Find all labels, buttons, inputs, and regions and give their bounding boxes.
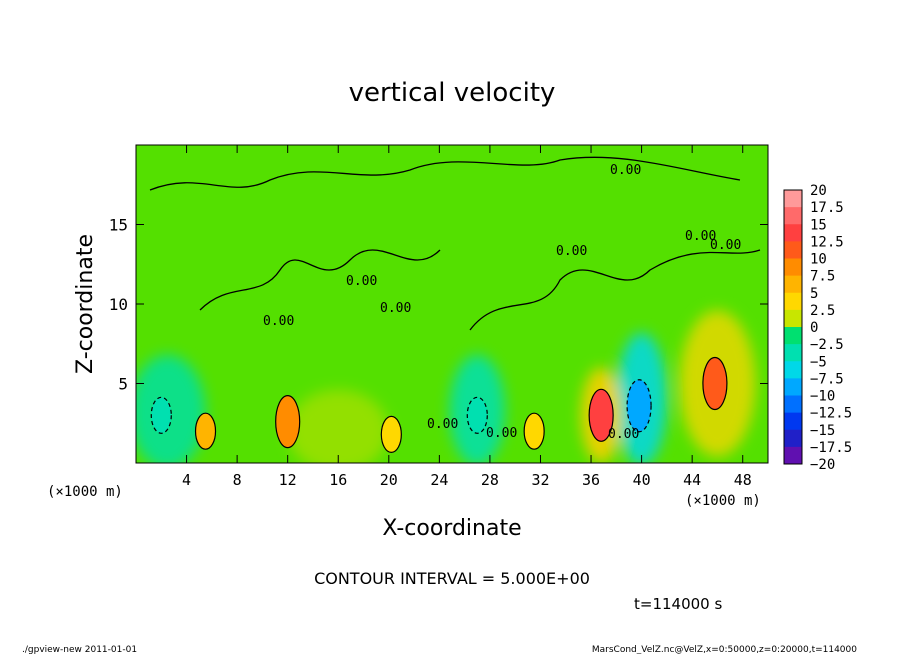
y-tick-label: 10 [109, 295, 128, 314]
colorbar-swatch [784, 412, 802, 431]
field-tint [136, 354, 206, 463]
x-tick-label: 32 [531, 471, 549, 489]
colorbar-swatch [784, 327, 802, 345]
colorbar-swatch [784, 224, 802, 242]
contour-label: 0.00 [263, 314, 294, 329]
x-unit-right: (×1000 m) [685, 493, 761, 509]
x-tick-label: 36 [582, 471, 600, 489]
colorbar-label: −7.5 [810, 371, 844, 387]
colorbar-label: −12.5 [810, 406, 852, 422]
colorbar-swatch [784, 309, 802, 328]
x-tick-label: 4 [182, 471, 191, 489]
colorbar-label: 15 [810, 217, 827, 233]
colorbar-frame [783, 189, 803, 465]
colorbar-swatch [784, 395, 802, 414]
colorbar-swatch [784, 378, 802, 396]
x-tick-label: 8 [233, 471, 242, 489]
x-tick-label: 44 [683, 471, 701, 489]
colorbar-swatch [784, 207, 802, 225]
colorbar-label: 20 [810, 183, 827, 199]
contour-line [199, 249, 441, 311]
field-extremum [702, 356, 728, 411]
colorbar-label: −5 [810, 354, 827, 370]
field-extremum [194, 412, 217, 450]
field-extremum [588, 388, 614, 442]
colorbar-swatch [784, 292, 802, 311]
contour-label: 0.00 [346, 274, 377, 289]
x-tick-label: 48 [734, 471, 752, 489]
contour-interval: CONTOUR INTERVAL = 5.000E+00 [314, 569, 590, 588]
colorbar-swatch [784, 190, 802, 208]
colorbar-label: 12.5 [810, 234, 844, 250]
colorbar-swatch [784, 275, 802, 294]
colorbar-label: −17.5 [810, 440, 852, 456]
x-tick-label: 24 [430, 471, 448, 489]
colorbar-label: 10 [810, 252, 827, 268]
y-tick-label: 5 [118, 375, 128, 394]
footer-right: MarsCond_VelZ.nc@VelZ,x=0:50000,z=0:2000… [592, 645, 857, 654]
field-tint [287, 389, 389, 463]
x-tick-label: 28 [481, 471, 499, 489]
colorbar-label: −15 [810, 423, 835, 439]
x-unit-left: (×1000 m) [47, 484, 123, 500]
field-extremum [150, 396, 172, 434]
colorbar-label: −20 [810, 457, 835, 473]
field-extremum [380, 415, 402, 453]
x-tick-label: 40 [633, 471, 651, 489]
colorbar-swatch [784, 429, 802, 448]
colorbar-label: 2.5 [810, 303, 835, 319]
x-tick-label: 20 [380, 471, 398, 489]
footer-left: ./gpview-new 2011-01-01 [22, 645, 137, 654]
colorbar-swatch [784, 344, 802, 362]
contour-label: 0.00 [685, 229, 716, 244]
field-extremum [626, 379, 652, 433]
contour-label: 0.00 [608, 427, 639, 442]
colorbar-label: −2.5 [810, 337, 844, 353]
field-extremum [466, 396, 488, 434]
y-axis-label: Z-coordinate [73, 234, 98, 374]
colorbar-label: −10 [810, 389, 835, 405]
colorbar-label: 5 [810, 286, 818, 302]
colorbar-swatch [784, 241, 802, 259]
field-extremum [523, 412, 545, 450]
contour-label: 0.00 [427, 417, 458, 432]
y-tick-label: 15 [109, 216, 128, 235]
contour-label: 0.00 [610, 163, 641, 178]
time-label: t=114000 s [634, 595, 722, 613]
plot-field [136, 145, 768, 463]
contour-label: 0.00 [556, 244, 587, 259]
contour-label: 0.00 [380, 301, 411, 316]
x-tick-label: 16 [329, 471, 347, 489]
x-tick-label: 12 [279, 471, 297, 489]
contour-line [469, 249, 761, 331]
contour-label: 0.00 [486, 426, 517, 441]
field-extremum [275, 395, 301, 449]
colorbar-swatch [784, 446, 802, 465]
colorbar-label: 7.5 [810, 269, 835, 285]
contour-label: 0.00 [710, 238, 741, 253]
colorbar-swatch [784, 361, 802, 379]
colorbar-swatch [784, 258, 802, 277]
colorbar-label: 0 [810, 320, 818, 336]
colorbar-label: 17.5 [810, 200, 844, 216]
x-axis-label: X-coordinate [382, 516, 521, 541]
chart-title: vertical velocity [349, 78, 556, 108]
contour-line [149, 156, 741, 191]
